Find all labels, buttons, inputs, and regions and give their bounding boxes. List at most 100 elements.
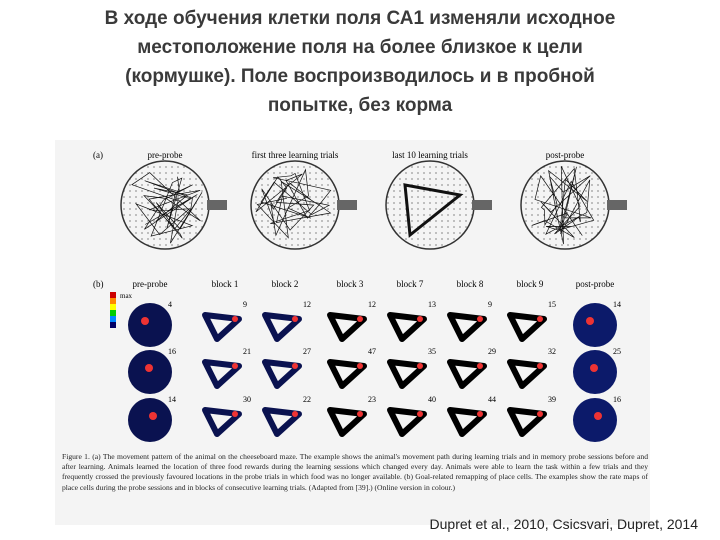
place-field bbox=[145, 364, 153, 372]
place-field bbox=[357, 363, 363, 369]
place-field bbox=[477, 411, 483, 417]
scale-label: max bbox=[120, 292, 133, 300]
peak-rate: 23 bbox=[368, 395, 376, 404]
peak-rate: 44 bbox=[488, 395, 496, 404]
rate-map bbox=[573, 350, 617, 394]
place-field bbox=[357, 316, 363, 322]
panel-header: first three learning trials bbox=[252, 150, 339, 160]
start-box bbox=[607, 200, 627, 210]
place-field bbox=[292, 363, 298, 369]
movement-path bbox=[255, 168, 332, 239]
figure-caption: Figure 1. (a) The movement pattern of th… bbox=[62, 452, 648, 492]
peak-rate: 39 bbox=[548, 395, 556, 404]
color-scale bbox=[110, 292, 116, 298]
place-field bbox=[417, 363, 423, 369]
place-field bbox=[232, 316, 238, 322]
panel-header: last 10 learning trials bbox=[392, 150, 468, 160]
rate-map bbox=[447, 407, 487, 437]
column-header: block 7 bbox=[397, 279, 424, 289]
panel-label: (b) bbox=[93, 279, 104, 289]
rate-map bbox=[507, 407, 547, 437]
peak-rate: 9 bbox=[488, 300, 492, 309]
title-line: (кормушке). Поле воспроизводилось и в пр… bbox=[125, 66, 595, 87]
peak-rate: 16 bbox=[613, 395, 621, 404]
peak-rate: 12 bbox=[303, 300, 311, 309]
rate-map bbox=[128, 303, 172, 347]
peak-rate: 22 bbox=[303, 395, 311, 404]
peak-rate: 47 bbox=[368, 347, 376, 356]
peak-rate: 32 bbox=[548, 347, 556, 356]
rate-map bbox=[447, 359, 487, 389]
column-header: block 9 bbox=[517, 279, 544, 289]
place-field bbox=[292, 411, 298, 417]
column-header: post-probe bbox=[576, 279, 615, 289]
rate-map bbox=[262, 359, 302, 389]
rate-map bbox=[327, 407, 367, 437]
rate-map bbox=[327, 359, 367, 389]
color-scale bbox=[110, 316, 116, 322]
rate-map bbox=[262, 407, 302, 437]
rate-map bbox=[507, 312, 547, 342]
panel-header: post-probe bbox=[546, 150, 585, 160]
figure: (a) pre-probe first three learning trials l… bbox=[55, 140, 650, 525]
peak-rate: 4 bbox=[168, 300, 172, 309]
rate-map bbox=[387, 312, 427, 342]
peak-rate: 21 bbox=[243, 347, 251, 356]
citation: Dupret et al., 2010, Csicsvari, Dupret, … bbox=[429, 516, 698, 532]
place-field bbox=[594, 412, 602, 420]
movement-path bbox=[131, 172, 203, 244]
peak-rate: 13 bbox=[428, 300, 436, 309]
place-field bbox=[292, 316, 298, 322]
place-field bbox=[586, 317, 594, 325]
place-field bbox=[537, 316, 543, 322]
peak-rate: 12 bbox=[368, 300, 376, 309]
peak-rate: 35 bbox=[428, 347, 436, 356]
place-field bbox=[141, 317, 149, 325]
rate-map bbox=[507, 359, 547, 389]
start-box bbox=[207, 200, 227, 210]
title-line: местоположение поля на более близкое к ц… bbox=[137, 37, 583, 58]
rate-map bbox=[573, 303, 617, 347]
place-field bbox=[477, 316, 483, 322]
maze bbox=[120, 160, 210, 250]
place-field bbox=[477, 363, 483, 369]
title-line: попытке, без корма bbox=[267, 95, 453, 116]
movement-path bbox=[531, 166, 595, 245]
rate-map bbox=[202, 359, 242, 389]
peak-rate: 25 bbox=[613, 347, 621, 356]
start-box bbox=[337, 200, 357, 210]
peak-rate: 27 bbox=[303, 347, 311, 356]
column-header: block 8 bbox=[457, 279, 484, 289]
start-box bbox=[472, 200, 492, 210]
place-field bbox=[590, 364, 598, 372]
color-scale bbox=[110, 304, 116, 310]
place-field bbox=[357, 411, 363, 417]
rate-map bbox=[573, 398, 617, 442]
rate-map bbox=[387, 359, 427, 389]
place-field bbox=[232, 411, 238, 417]
place-field bbox=[417, 411, 423, 417]
panel-label: (a) bbox=[93, 150, 103, 160]
peak-rate: 40 bbox=[428, 395, 436, 404]
place-field bbox=[537, 411, 543, 417]
column-header: block 3 bbox=[337, 279, 364, 289]
color-scale bbox=[110, 322, 116, 328]
rate-map bbox=[128, 398, 172, 442]
maze bbox=[385, 160, 475, 250]
rate-map bbox=[202, 312, 242, 342]
movement-path bbox=[403, 183, 464, 238]
color-scale bbox=[110, 310, 116, 316]
peak-rate: 14 bbox=[613, 300, 621, 309]
rate-map bbox=[202, 407, 242, 437]
column-header: pre-probe bbox=[133, 279, 168, 289]
peak-rate: 9 bbox=[243, 300, 247, 309]
rate-map bbox=[262, 312, 302, 342]
place-field bbox=[417, 316, 423, 322]
peak-rate: 29 bbox=[488, 347, 496, 356]
peak-rate: 14 bbox=[168, 395, 176, 404]
panel-header: pre-probe bbox=[148, 150, 183, 160]
rate-map bbox=[128, 350, 172, 394]
place-field bbox=[232, 363, 238, 369]
column-header: block 2 bbox=[272, 279, 299, 289]
